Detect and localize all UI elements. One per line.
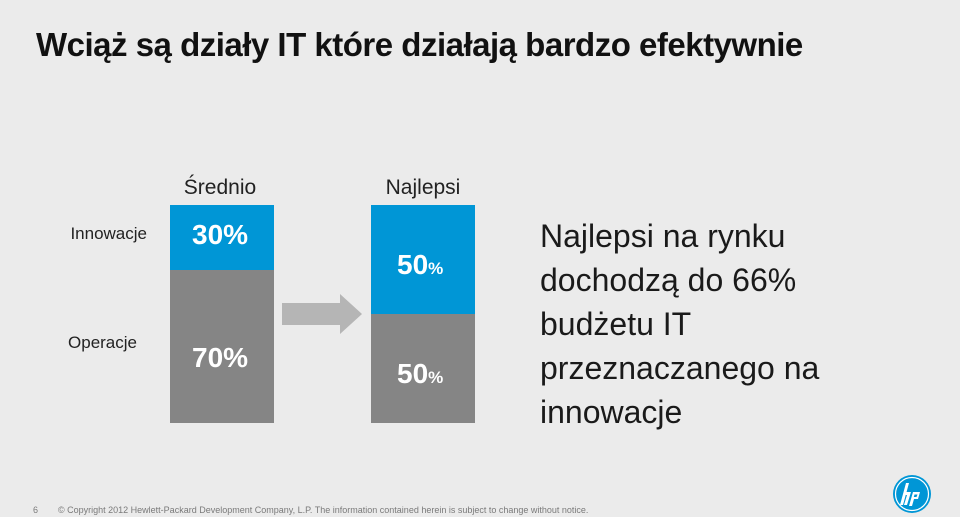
bar-segment-average-innovation: 30% [170,205,274,270]
callout-line: Najlepsi na rynku [540,218,786,254]
page-number: 6 [33,505,39,515]
slide-title: Wciąż są działy IT które działają bardzo… [36,26,803,63]
hp-logo-icon [893,475,931,513]
callout-line: budżetu IT [540,306,692,342]
copyright-notice: © Copyright 2012 Hewlett-Packard Develop… [58,505,589,515]
row-label-operations: Operacje [68,333,137,352]
bar-segment-best-innovation: 50% [371,205,475,314]
value-label-average-innovation: 30% [192,219,249,250]
bar-segment-average-operations: 70% [170,270,274,423]
value-label-best-operations: 50% [397,358,444,389]
callout-line: przeznaczanego na [540,350,820,386]
bar-best: 50% 50% [371,205,475,423]
bar-segment-best-operations: 50% [371,314,475,423]
value-label-average-operations: 70% [192,342,249,373]
arrow-right-icon [282,294,362,334]
column-header-average: Średnio [183,176,257,199]
callout-line: innowacje [540,394,683,430]
value-label-best-innovation: 50% [397,249,444,280]
bar-average: 30% 70% [170,205,274,423]
row-label-innovation: Innowacje [70,224,147,243]
column-header-best: Najlepsi [385,176,461,199]
callout-text: Najlepsi na rynku dochodzą do 66% budżet… [540,214,940,434]
callout-line: dochodzą do 66% [540,262,797,298]
